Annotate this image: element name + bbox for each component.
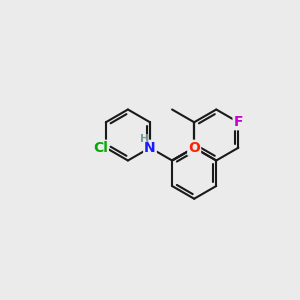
Text: Cl: Cl xyxy=(93,141,108,155)
Text: H: H xyxy=(140,134,149,144)
Text: O: O xyxy=(188,141,200,155)
Text: F: F xyxy=(234,115,243,129)
Text: N: N xyxy=(144,141,156,155)
